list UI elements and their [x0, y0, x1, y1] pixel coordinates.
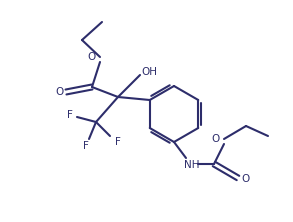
Text: OH: OH	[141, 67, 157, 77]
Text: F: F	[115, 137, 121, 147]
Text: F: F	[83, 141, 89, 151]
Text: O: O	[211, 134, 219, 144]
Text: F: F	[67, 110, 73, 120]
Text: O: O	[87, 52, 95, 62]
Text: O: O	[241, 174, 249, 184]
Text: NH: NH	[184, 160, 200, 170]
Text: O: O	[55, 87, 63, 97]
